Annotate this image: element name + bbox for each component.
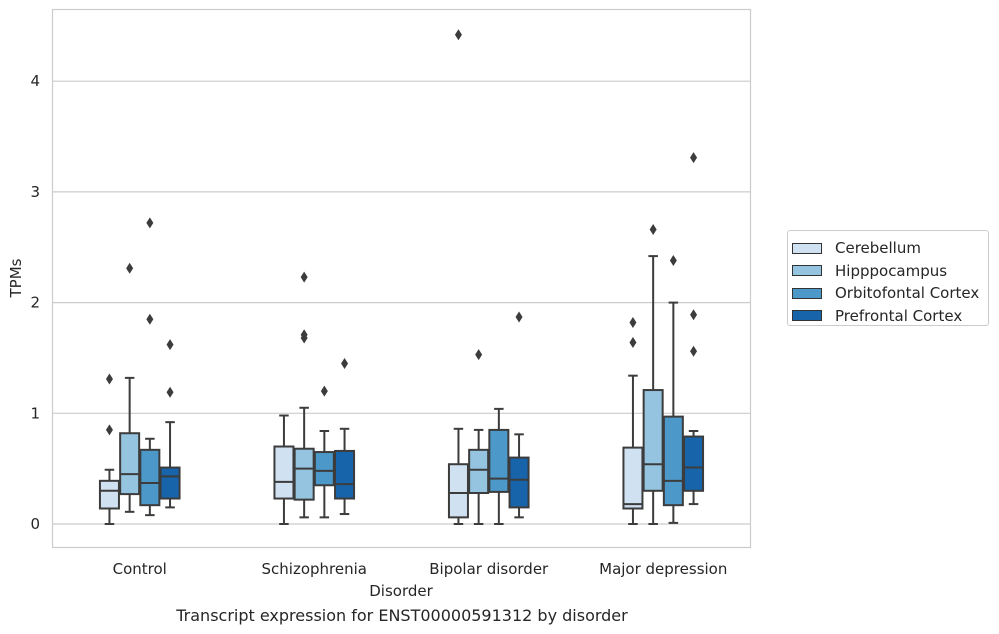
box-orbitofontal-cortex <box>313 385 335 519</box>
legend-swatch-cerebellum <box>792 242 822 254</box>
outlier-point <box>166 386 174 398</box>
legend-label: Prefrontal Cortex <box>835 306 963 325</box>
legend-label: Hipppocampus <box>835 261 948 280</box>
outlier-point <box>146 313 154 325</box>
x-tick-label: Schizophrenia <box>262 560 367 578</box>
box-iqr <box>662 415 684 507</box>
box-iqr <box>98 479 120 510</box>
y-tick-labels: 0 1 2 3 4 <box>30 72 40 533</box>
box-hipppocampus <box>119 262 141 513</box>
x-axis-label: Disorder <box>369 582 433 600</box>
box-iqr <box>313 451 335 487</box>
outlier-point <box>105 424 113 436</box>
box-prefrontal-cortex <box>508 311 530 519</box>
box-prefrontal-cortex <box>683 152 705 506</box>
outlier-point <box>146 217 154 229</box>
outlier-point <box>669 255 677 267</box>
outlier-point <box>515 311 523 323</box>
y-tick-label: 0 <box>30 515 40 533</box>
legend-item-hippocampus: Hipppocampus <box>792 260 988 283</box>
box-prefrontal-cortex <box>334 357 356 516</box>
y-tick-label: 2 <box>30 294 40 312</box>
box-iqr <box>334 449 356 500</box>
legend-label: Cerebellum <box>835 239 921 258</box>
box-hipppocampus <box>293 271 315 519</box>
boxes <box>98 29 705 525</box>
box-iqr <box>447 463 469 519</box>
outlier-point <box>690 345 698 357</box>
outlier-point <box>166 339 174 351</box>
legend-swatch-orbitofrontal-cortex <box>792 287 822 299</box>
box-iqr <box>683 435 705 492</box>
box-cerebellum <box>447 29 469 525</box>
y-tick-label: 3 <box>30 183 40 201</box>
x-tick-label: Control <box>113 560 167 578</box>
plot-area-frame <box>51 8 752 549</box>
outlier-point <box>649 224 657 236</box>
box-iqr <box>508 456 530 509</box>
outlier-point <box>126 262 134 274</box>
box-orbitofontal-cortex <box>139 217 161 517</box>
y-tick-label: 4 <box>30 72 40 90</box>
y-axis-label: TPMs <box>7 258 25 298</box>
outlier-point <box>690 309 698 321</box>
box-iqr <box>273 445 295 500</box>
box-iqr <box>119 432 141 496</box>
box-hipppocampus <box>642 224 664 525</box>
outlier-point <box>341 357 349 369</box>
box-cerebellum <box>622 317 644 525</box>
y-tick-label: 1 <box>30 404 40 422</box>
outlier-point <box>454 29 462 41</box>
legend-label: Orbitofontal Cortex <box>835 284 980 303</box>
box-iqr <box>468 448 490 495</box>
outlier-point <box>300 271 308 283</box>
box-iqr <box>293 447 315 501</box>
x-tick-labels: Control Schizophrenia Bipolar disorder Majo… <box>113 560 728 578</box>
legend-item-cerebellum: Cerebellum <box>792 237 988 260</box>
outlier-point <box>475 349 483 361</box>
legend-item-prefrontal-cortex: Prefrontal Cortex <box>792 305 988 328</box>
legend-swatch-prefrontal-cortex <box>792 310 822 322</box>
box-prefrontal-cortex <box>159 339 181 509</box>
outlier-point <box>629 336 637 348</box>
box-cerebellum <box>273 414 295 525</box>
x-tick-label: Major depression <box>599 560 727 578</box>
outlier-point <box>105 373 113 385</box>
box-iqr <box>622 446 644 510</box>
box-orbitofontal-cortex <box>662 255 684 524</box>
legend: Cerebellum Hipppocampus Orbitofontal Cor… <box>787 230 989 326</box>
chart-caption: Transcript expression for ENST0000059131… <box>176 606 628 625</box>
box-orbitofontal-cortex <box>488 407 510 525</box>
outlier-point <box>300 329 308 341</box>
box-iqr <box>642 389 664 492</box>
outlier-point <box>690 152 698 164</box>
outlier-point <box>629 317 637 329</box>
box-iqr <box>488 428 510 493</box>
box-cerebellum <box>98 373 120 525</box>
legend-item-orbitofrontal-cortex: Orbitofontal Cortex <box>792 282 988 305</box>
box-iqr <box>159 466 181 500</box>
legend-swatch-hippocampus <box>792 265 822 277</box>
box-iqr <box>139 448 161 507</box>
outlier-point <box>320 385 328 397</box>
box-hipppocampus <box>468 349 490 525</box>
x-tick-label: Bipolar disorder <box>429 560 549 578</box>
